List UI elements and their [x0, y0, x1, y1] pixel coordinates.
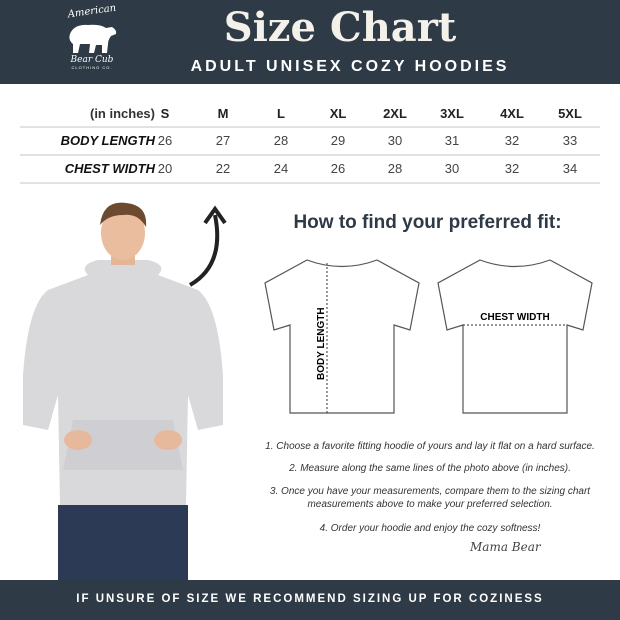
size-header: M [217, 106, 229, 121]
row-label: CHEST WIDTH [64, 161, 155, 176]
model-photo [23, 202, 223, 580]
table-cell: 20 [157, 161, 173, 176]
table-cell: 27 [215, 133, 231, 148]
page-subtitle: ADULT UNISEX COZY HOODIES [190, 58, 510, 75]
divider [20, 126, 600, 128]
size-header: 2XL [383, 106, 407, 121]
brand-logo: American Bear Cub CLOTHING CO. [58, 3, 126, 82]
table-cell: 30 [387, 133, 403, 148]
instruction-step: 4. Order your hoodie and enjoy the cozy … [319, 523, 541, 534]
logo-text: American [67, 2, 117, 21]
instruction-step: 1. Choose a favorite fitting hoodie of y… [265, 441, 595, 452]
shirt-body-length-diagram: BODY LENGTH [264, 259, 420, 414]
table-header-row: (in inches) S M L XL 2XL 3XL 4XL 5XL [20, 100, 600, 128]
shirt-chest-width-diagram: CHEST WIDTH [437, 259, 593, 414]
guide-heading: How to find your preferred fit: [293, 212, 562, 233]
table-cell: 29 [330, 133, 346, 148]
logo-text: CLOTHING CO. [71, 65, 113, 70]
table-cell: 34 [562, 161, 578, 176]
table-cell: 32 [504, 161, 520, 176]
table-cell: 33 [562, 133, 578, 148]
size-header: S [160, 106, 170, 121]
size-header: XL [329, 106, 347, 121]
footer-banner: IF UNSURE OF SIZE WE RECOMMEND SIZING UP… [0, 580, 620, 620]
signature: Mama Bear [470, 540, 541, 554]
curved-arrow-icon [188, 205, 227, 287]
instruction-step: 2. Measure along the same lines of the p… [289, 463, 571, 474]
header-banner: American Bear Cub CLOTHING CO. Size Char… [0, 0, 620, 84]
bear-icon [69, 24, 117, 53]
table-cell: 26 [157, 133, 173, 148]
size-header: L [277, 106, 285, 121]
page-title: Size Chart [223, 4, 457, 51]
table-cell: 28 [273, 133, 289, 148]
size-header: 3XL [440, 106, 464, 121]
size-header: 4XL [500, 106, 524, 121]
table-cell: 28 [387, 161, 403, 176]
table-cell: 32 [504, 133, 520, 148]
table-cell: 24 [273, 161, 289, 176]
divider [20, 182, 600, 184]
table-cell: 22 [215, 161, 231, 176]
table-row: BODY LENGTH 26 27 28 29 30 31 32 33 [20, 127, 600, 155]
table-cell: 26 [330, 161, 346, 176]
table-cell: 30 [444, 161, 460, 176]
instruction-step: 3. Once you have your measurements, comp… [269, 486, 591, 510]
table-row: CHEST WIDTH 20 22 24 26 28 30 32 34 [20, 155, 600, 183]
body-length-label: BODY LENGTH [316, 307, 327, 380]
table-cell: 31 [444, 133, 460, 148]
row-label: BODY LENGTH [60, 133, 155, 148]
chest-width-label: CHEST WIDTH [480, 312, 549, 323]
unit-label: (in inches) [89, 106, 155, 121]
divider [20, 154, 600, 156]
size-header: 5XL [558, 106, 582, 121]
logo-text: Bear Cub [70, 55, 114, 65]
